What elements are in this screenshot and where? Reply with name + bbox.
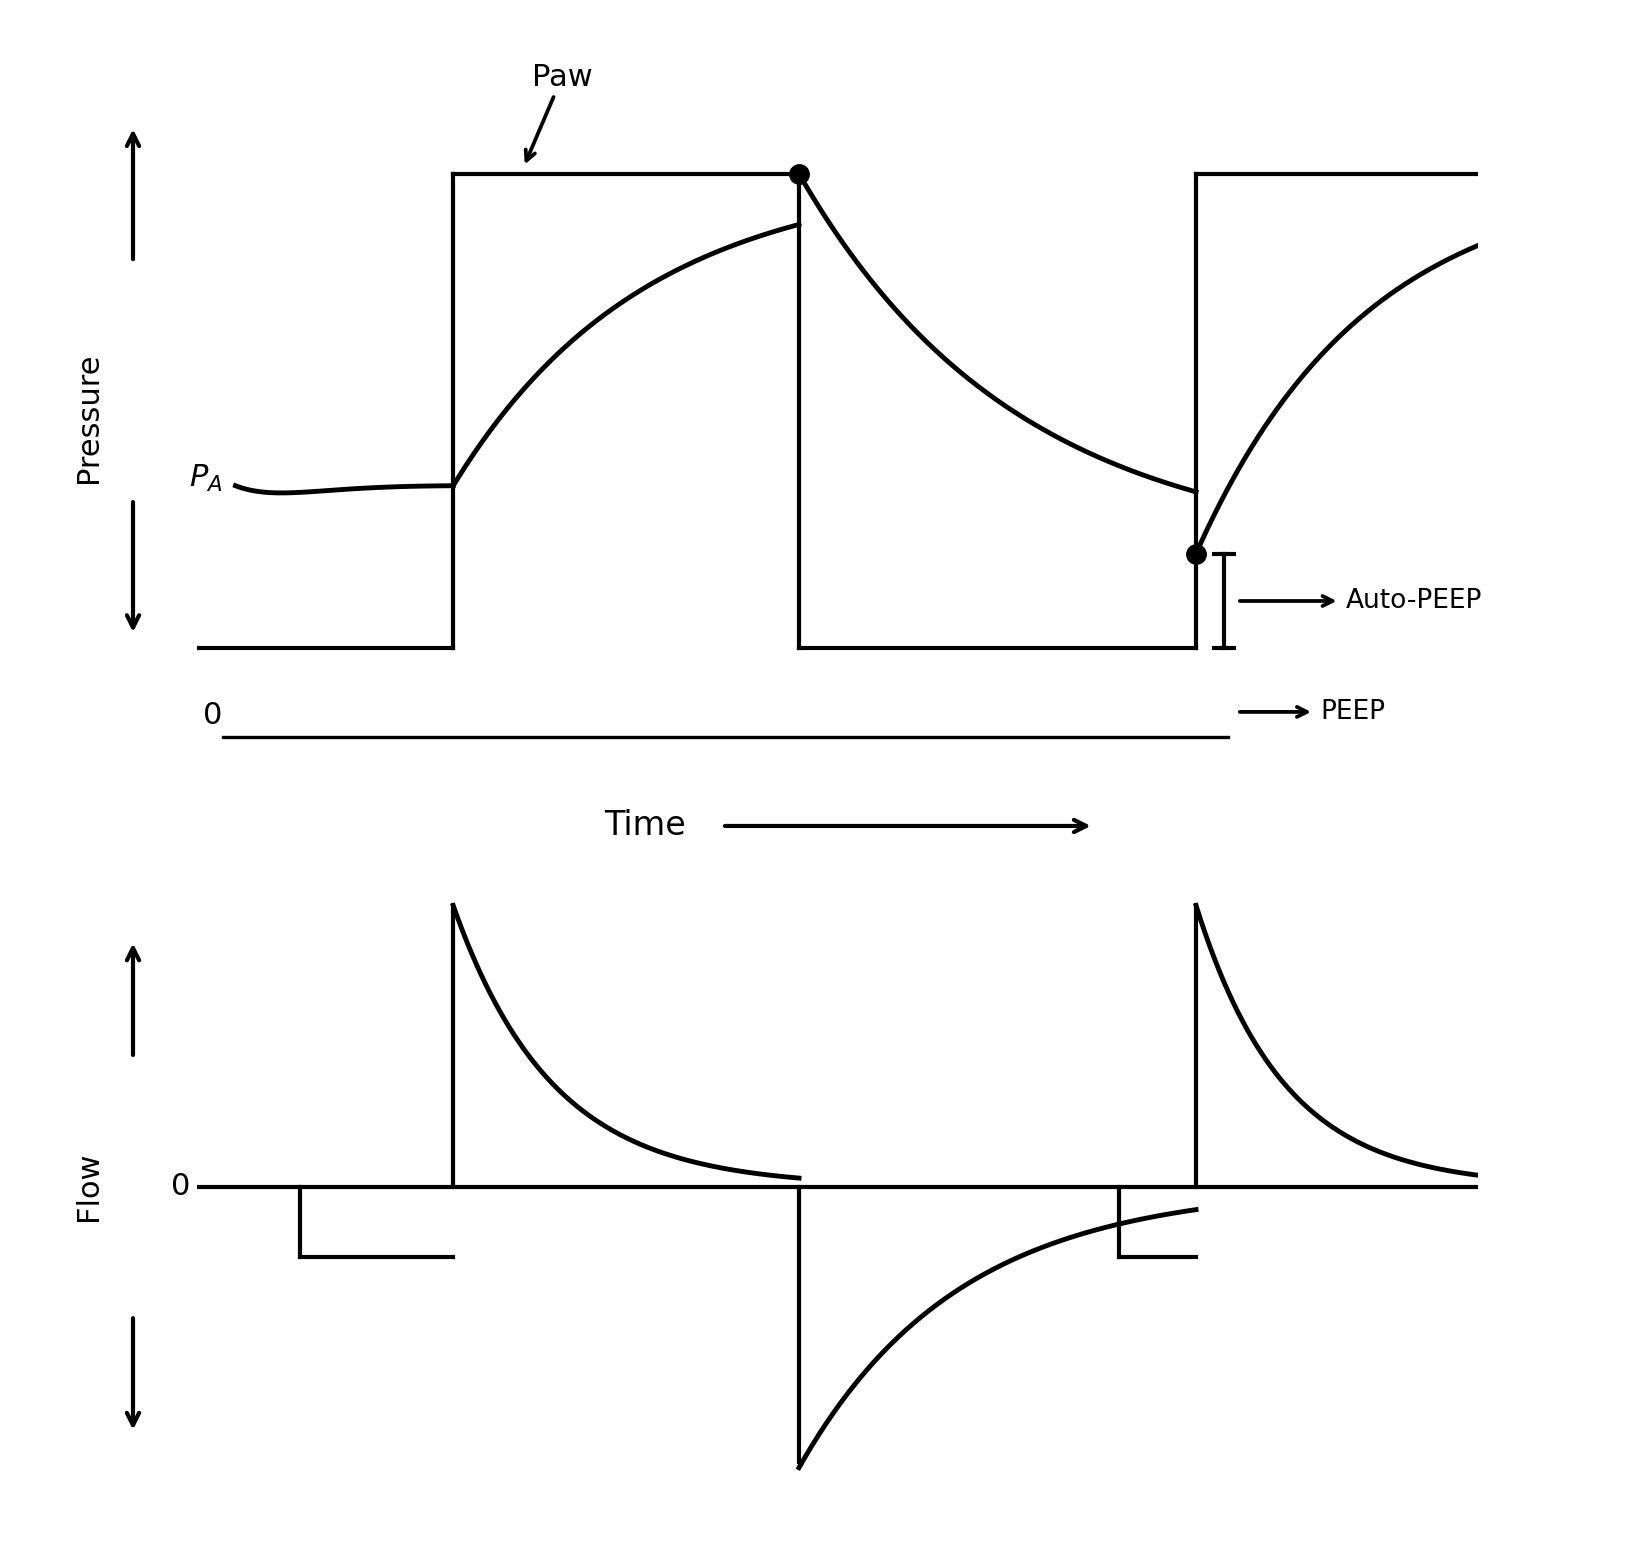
Text: Flow: Flow — [74, 1151, 103, 1222]
Text: Pressure: Pressure — [74, 353, 103, 484]
Text: Time: Time — [604, 809, 686, 843]
Text: Paw: Paw — [525, 63, 593, 160]
Text: 0: 0 — [204, 701, 223, 730]
Text: 0: 0 — [171, 1173, 190, 1200]
Text: $P_A$: $P_A$ — [189, 464, 223, 495]
Text: PEEP: PEEP — [1320, 700, 1386, 724]
Text: Auto-PEEP: Auto-PEEP — [1346, 589, 1483, 613]
